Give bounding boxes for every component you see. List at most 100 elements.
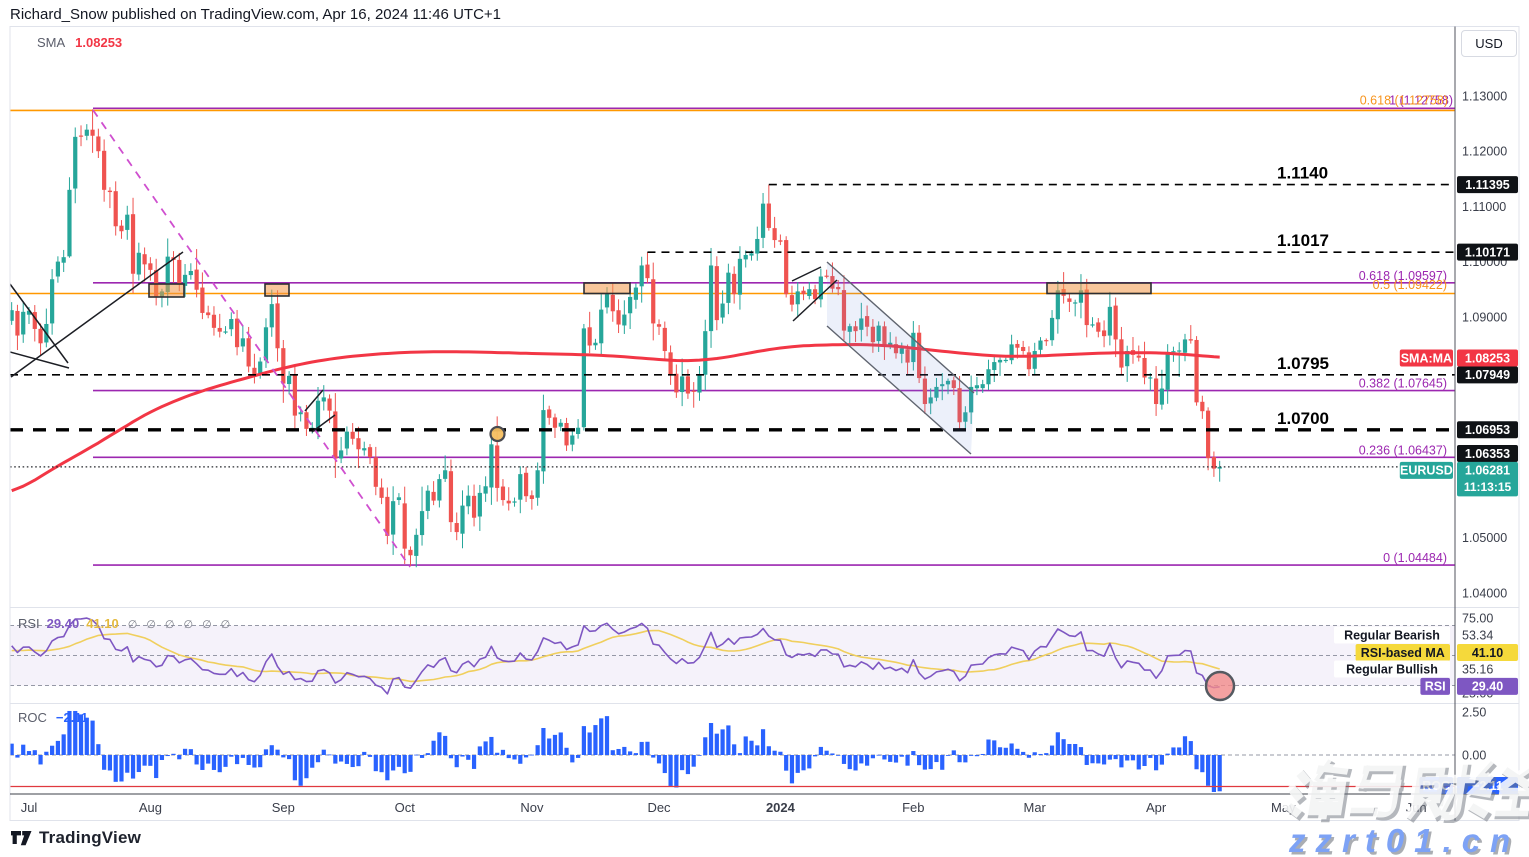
time-axis-month-label[interactable]: Mar	[1024, 800, 1047, 815]
sma-line[interactable]	[11, 343, 1220, 493]
tradingview-logo-icon[interactable]	[11, 830, 32, 846]
trend-line[interactable]	[791, 266, 822, 282]
rsi-legend[interactable]: RSI 29.40 41.10 ∅∅∅∅∅∅	[18, 616, 239, 631]
candle-body	[922, 378, 927, 405]
roc-bar	[680, 755, 685, 771]
roc-bar	[206, 755, 211, 764]
rsi-based-ma-line[interactable]	[11, 629, 1220, 683]
candle-body	[1078, 290, 1084, 303]
footer: TradingView	[11, 828, 141, 848]
roc-bar	[1055, 732, 1060, 755]
roc-bar	[159, 755, 165, 760]
rsi-pane[interactable]	[10, 617, 1455, 702]
rsi-hidden-plot-icons: ∅∅∅∅∅∅	[127, 619, 240, 631]
candle-body	[795, 291, 800, 305]
candle-body	[304, 412, 309, 429]
candle-body	[500, 486, 506, 501]
rsi-legend-value: 29.40	[46, 616, 80, 631]
roc-bar	[564, 747, 569, 755]
price-pane[interactable]: 1.1140 1.1017 1.0795 1.0700	[10, 107, 1455, 568]
time-axis-month-label[interactable]: Feb	[902, 800, 924, 815]
currency-toggle[interactable]: USD	[1461, 30, 1517, 57]
trend-line[interactable]	[10, 283, 69, 364]
sma-legend[interactable]: SMA 1.08253	[37, 35, 122, 50]
roc-bar	[327, 754, 332, 756]
supply-zone-box[interactable]	[264, 283, 290, 297]
rsi-line[interactable]	[11, 617, 1220, 695]
rsi-ma-legend-value: 41.10	[86, 616, 119, 631]
time-axis-month-label[interactable]: Aug	[139, 800, 162, 815]
parallel-channel[interactable]	[827, 262, 974, 454]
candle-body	[443, 470, 448, 479]
candle-body	[362, 448, 367, 451]
in-chart-axis-label-text: RSI	[1425, 680, 1446, 694]
roc-bar	[373, 755, 378, 772]
roc-bar	[963, 755, 968, 763]
trend-line[interactable]	[10, 351, 70, 369]
rsi-axis-value: 35.16	[1462, 663, 1493, 677]
time-axis-month-label[interactable]: Sep	[272, 800, 295, 815]
roc-bar	[367, 755, 373, 757]
roc-bar	[1119, 755, 1124, 768]
roc-bar	[471, 755, 477, 769]
axis-price-tag	[1457, 243, 1518, 261]
roc-bar	[1038, 753, 1043, 755]
tradingview-wordmark[interactable]: TradingView	[39, 828, 142, 847]
roc-bar	[651, 755, 656, 758]
rsi-circle-annotation[interactable]	[1204, 670, 1236, 702]
roc-bar	[1032, 752, 1037, 755]
channel-lower-line[interactable]	[826, 325, 972, 455]
candle-body	[951, 380, 956, 389]
time-axis-month-label[interactable]: Oct	[395, 800, 416, 815]
roc-bar	[1067, 743, 1072, 755]
circle-annotation[interactable]	[489, 425, 506, 443]
candle-body	[599, 309, 604, 344]
time-axis-month-label[interactable]: Nov	[520, 800, 544, 815]
roc-bar	[431, 740, 436, 755]
candle-body	[1101, 330, 1107, 337]
dashed-trend-line[interactable]	[92, 109, 411, 568]
roc-bar	[691, 755, 696, 767]
rsi-axis-value: 53.34	[1462, 629, 1493, 643]
roc-legend[interactable]: ROC −2.11	[18, 710, 88, 725]
trend-line[interactable]	[10, 251, 184, 378]
candle-body	[333, 411, 338, 459]
candle-body	[1073, 302, 1078, 304]
candle-body	[506, 500, 511, 504]
candle-series[interactable]	[10, 109, 1222, 568]
supply-zone-box[interactable]	[1046, 282, 1152, 295]
roc-bar	[78, 714, 84, 755]
in-chart-axis-label-text: EURUSD	[1400, 464, 1453, 478]
time-axis-month-label[interactable]: 2024	[766, 800, 796, 815]
roc-bar	[934, 755, 939, 763]
trend-line[interactable]	[304, 389, 324, 412]
in-chart-axis-label	[1334, 626, 1450, 644]
time-axis-month-label[interactable]: Apr	[1146, 800, 1167, 815]
roc-bar	[639, 741, 644, 755]
sma-legend-value: 1.08253	[75, 35, 123, 50]
supply-zone-box[interactable]	[583, 282, 631, 295]
chart-frame	[9, 26, 1520, 821]
roc-bar	[766, 746, 771, 755]
roc-bar	[622, 746, 627, 755]
trend-line[interactable]	[792, 279, 838, 322]
roc-bar	[1021, 751, 1026, 755]
price-axis[interactable]: 1.130001.120001.110001.100001.090001.080…	[1334, 90, 1518, 794]
roc-bar	[211, 755, 217, 770]
roc-bar	[182, 748, 188, 755]
candle-body	[206, 312, 211, 316]
roc-bar	[408, 755, 413, 772]
candle-body	[350, 431, 355, 439]
trend-line[interactable]	[311, 414, 336, 433]
time-axis-month-label[interactable]: Dec	[647, 800, 671, 815]
candle-body	[1211, 457, 1216, 469]
candle-body	[703, 331, 708, 375]
channel-upper-line[interactable]	[826, 261, 975, 394]
roc-bar	[1142, 755, 1147, 767]
roc-bar	[177, 755, 182, 760]
candle-body	[1171, 351, 1176, 353]
time-axis-month-label[interactable]: Jul	[21, 800, 38, 815]
roc-pane[interactable]	[10, 710, 1455, 792]
supply-zone-box[interactable]	[148, 283, 185, 298]
